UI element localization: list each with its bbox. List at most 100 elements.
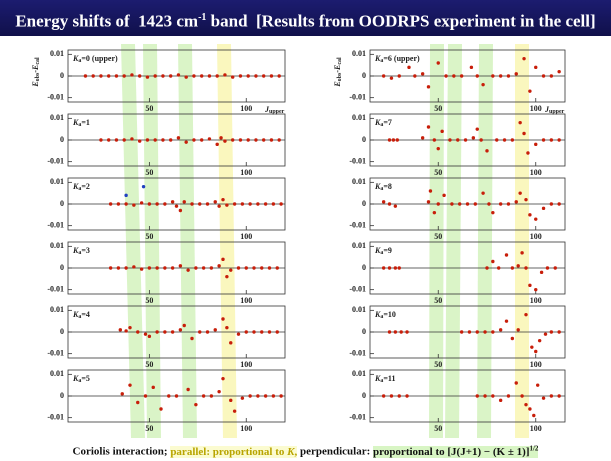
data-point [387,266,392,270]
y-tick-label: 0.01 [352,369,366,378]
y-tick-label: 0 [60,327,64,336]
data-point [459,330,464,334]
data-point [207,137,212,141]
data-point [116,202,121,206]
y-tick-label: -0.01 [349,412,366,421]
highlight-band [121,44,145,438]
panel-label: Ka=5 [72,374,90,385]
data-point [504,319,509,323]
highlight-band [217,44,237,438]
panel-label-sub: a [380,122,383,128]
data-point [225,203,229,207]
title-rest: band [Results from OODRPS experiment in … [206,11,596,31]
data-point [498,398,503,403]
data-point [205,330,210,334]
data-point [549,330,554,334]
data-point [252,266,256,270]
x-tick-label: 100 [530,232,542,241]
x-tick-label: 100 [240,296,252,305]
data-point [192,138,196,142]
data-point [514,72,518,76]
data-point [132,203,136,207]
data-point [260,266,264,270]
y-tick-label: 0.01 [352,177,366,186]
panel-label-rest: =0 (upper) [81,54,118,63]
data-point [510,266,515,270]
data-point [458,202,462,206]
panel-label-k: K [374,374,381,383]
panel-label-k: K [374,54,381,63]
panel-label-k: K [72,118,79,127]
panel-label-sub: a [380,250,383,256]
panel-label-rest: =11 [383,374,395,383]
panel-label-k: K [374,246,381,255]
data-point [532,413,536,418]
data-point [213,200,217,204]
y-axis-label: Eobs-Ecal [333,57,344,88]
panel-label: Ka=1 [72,118,90,129]
data-point [246,138,250,142]
data-point [271,202,276,206]
data-point [219,136,223,140]
data-point [199,74,204,78]
y-tick-label: -0.01 [47,348,64,357]
data-point [217,389,221,394]
data-point [192,74,196,78]
data-point [201,394,206,398]
data-point [176,136,181,140]
data-point [170,330,175,334]
data-point [261,74,266,78]
data-point [106,74,111,78]
data-point [137,74,142,78]
panel-label: Ka=6 (upper) [374,54,420,65]
data-point [514,200,518,204]
x-axis-label: Jupper [544,105,565,116]
data-point [506,202,511,206]
y-tick-label: -0.01 [349,284,366,293]
data-point [182,200,186,204]
data-point [510,138,515,142]
data-point [393,330,398,334]
data-point [248,202,252,206]
data-point [221,376,225,381]
data-point [163,202,167,206]
panel-label: Ka=10 [374,310,396,321]
data-point [444,74,448,78]
data-point [221,317,225,321]
data-point [130,137,134,141]
panel-label-k: K [374,118,381,127]
x-tick-label: 50 [145,424,153,433]
data-point [271,394,276,398]
data-point [541,206,546,211]
data-point [114,138,119,142]
data-point [186,387,190,392]
data-point [491,330,495,334]
data-point [432,138,437,142]
data-point [387,330,392,334]
y-tick-label: 0.01 [50,241,64,250]
data-point [524,402,528,407]
x-axis-label-j: J [544,105,550,114]
data-point [155,202,159,206]
y-tick-label: 0.01 [50,49,64,58]
data-point [393,266,398,270]
panel-label-rest: =4 [81,310,90,319]
x-tick-label: 100 [530,296,542,305]
x-tick-label: 50 [145,232,153,241]
data-point [426,125,431,129]
data-point [524,197,528,202]
data-point [236,332,241,336]
data-point [514,381,518,385]
data-point [221,197,225,202]
data-point [155,330,159,334]
data-point [159,407,163,411]
data-point [118,328,123,332]
data-point [136,330,140,334]
footer-parallel-k: K [287,445,295,458]
data-point [145,138,150,142]
data-point [491,394,495,398]
y-tick-label: 0.01 [50,369,64,378]
data-point [207,74,212,78]
data-point [186,268,190,272]
data-point [522,56,526,61]
